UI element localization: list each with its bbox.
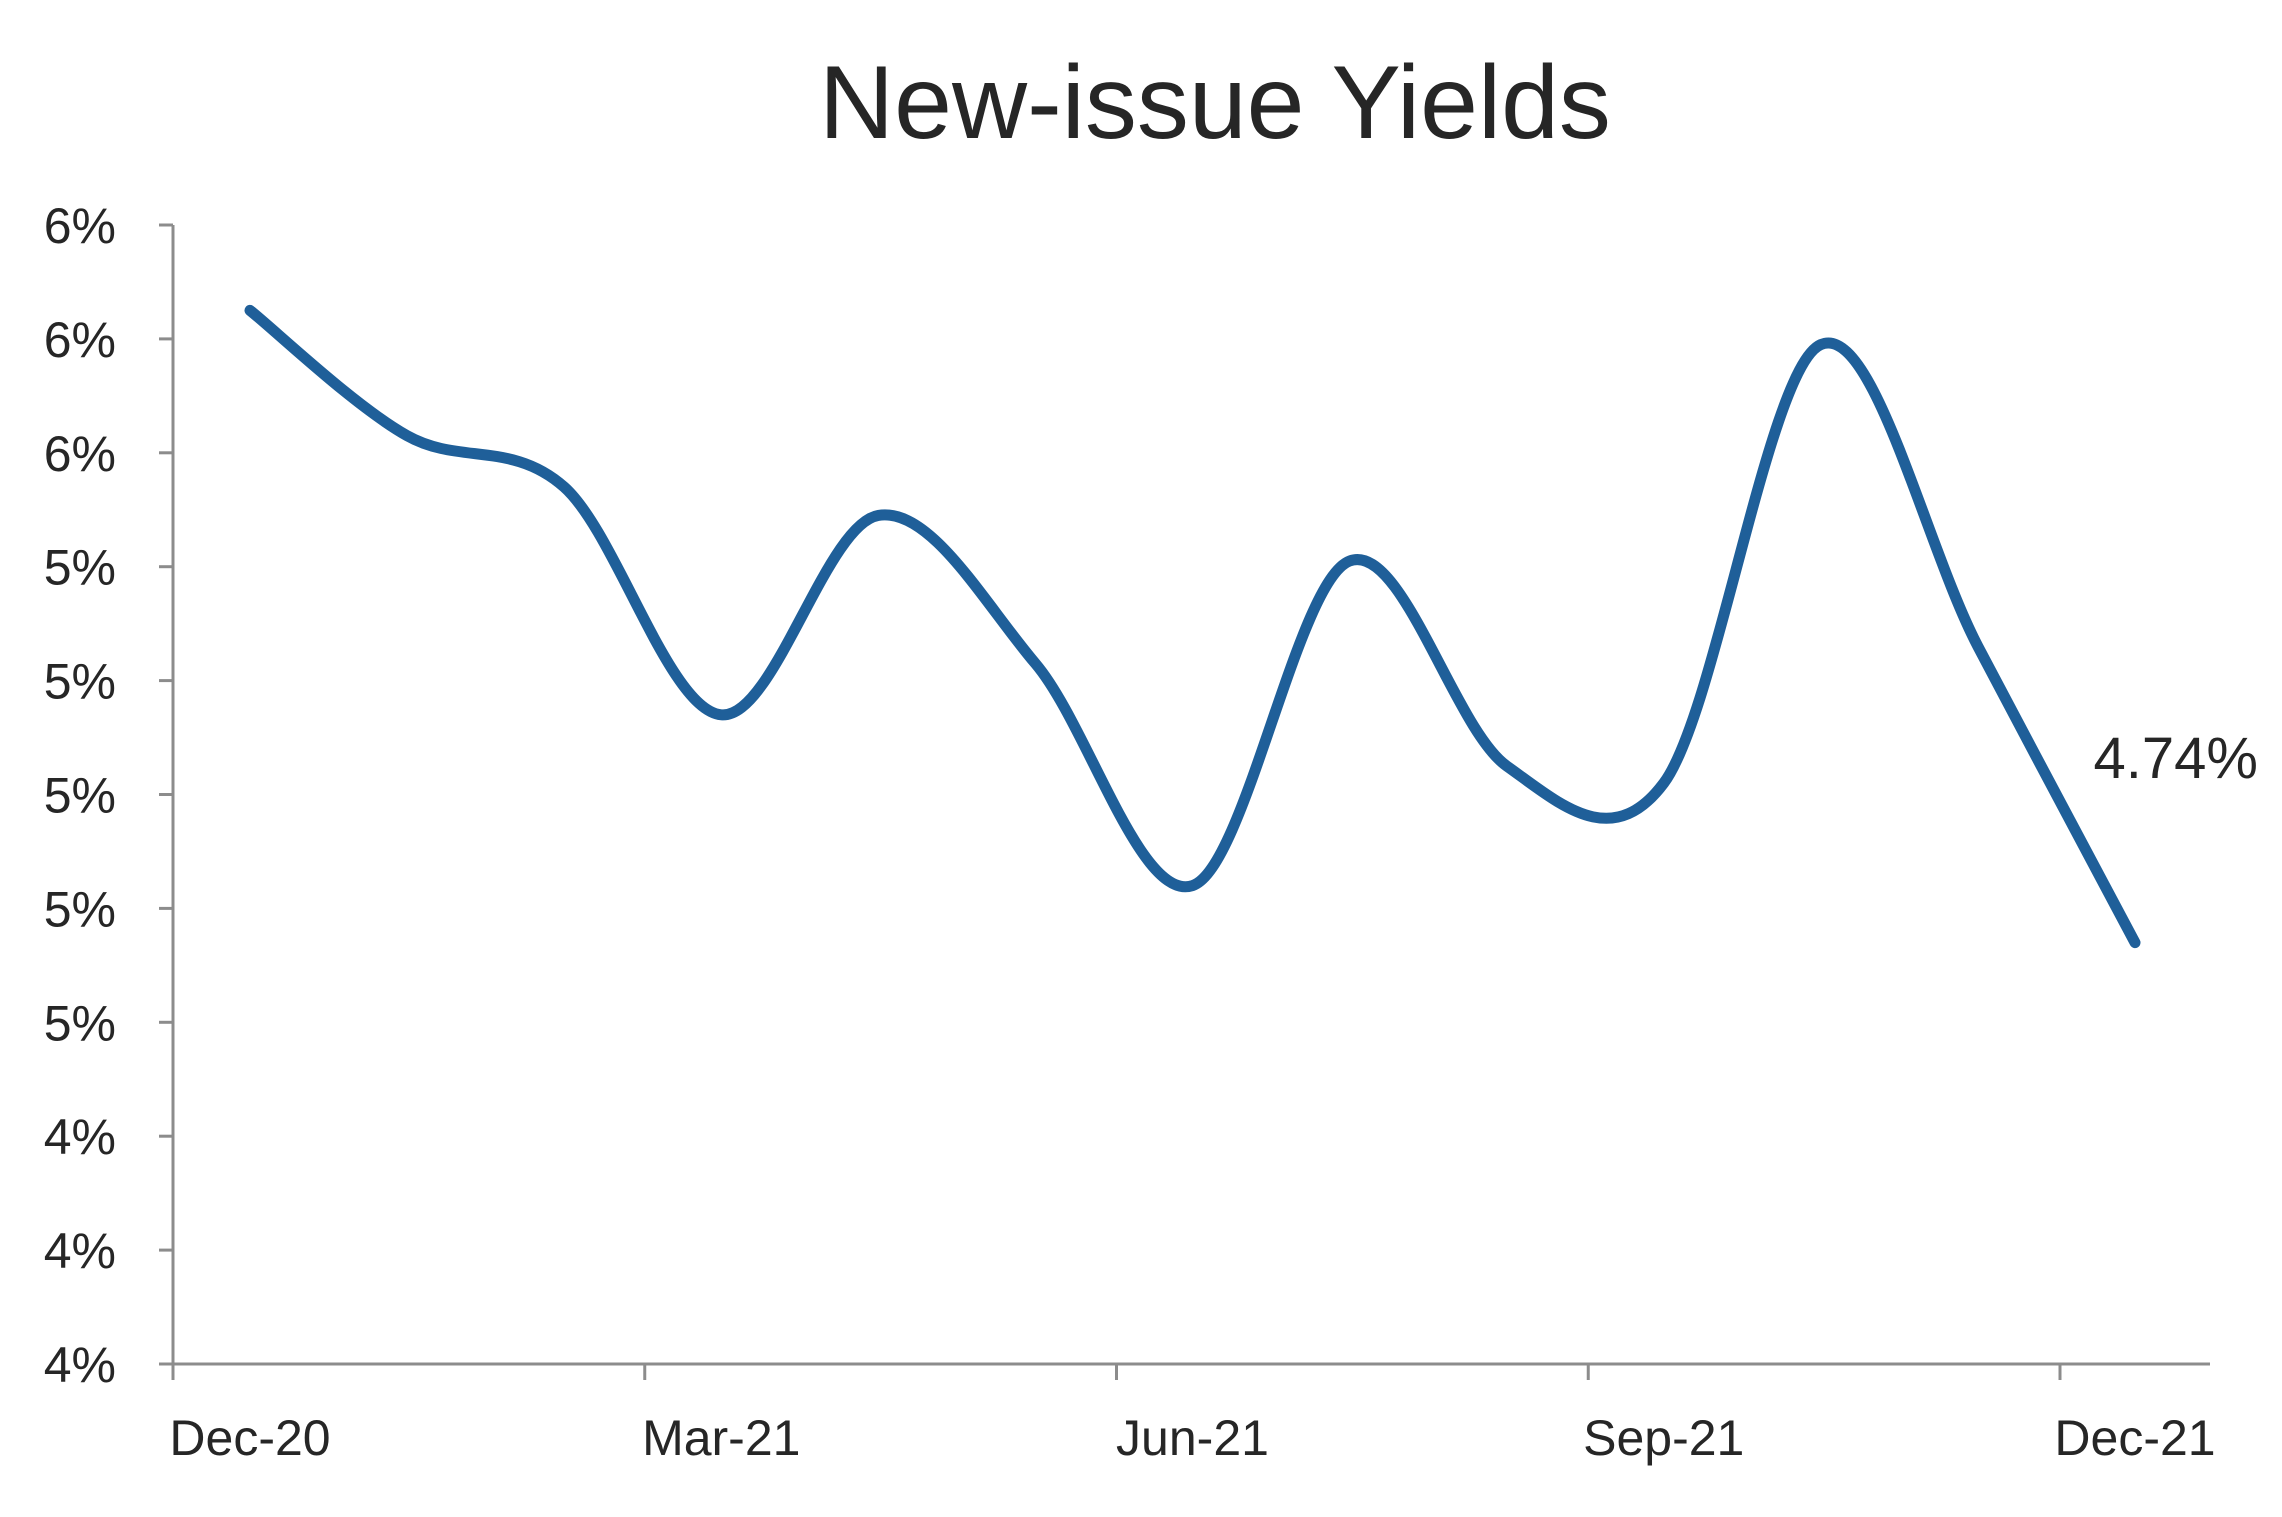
y-tick-label: 5%: [44, 540, 116, 596]
series-line: [244, 304, 2141, 949]
y-tick-label: 5%: [44, 768, 116, 824]
y-tick-label: 4%: [44, 1109, 116, 1165]
x-tick-label: Mar-21: [642, 1410, 800, 1466]
y-tick-label: 6%: [44, 198, 116, 254]
x-axis: Dec-20 Mar-21 Jun-21 Sep-21 Dec-21: [169, 1362, 2216, 1466]
series-group: [244, 304, 2141, 949]
chart-title: New-issue Yields: [819, 45, 1611, 161]
y-tick-label: 6%: [44, 426, 116, 482]
y-tick-label: 5%: [44, 995, 116, 1051]
data-label: 4.74%: [2094, 726, 2258, 791]
y-axis: 6% 6% 6% 5% 5% 5% 5% 5% 4% 4% 4%: [44, 198, 175, 1393]
y-tick-label: 5%: [44, 881, 116, 937]
y-tick-label: 4%: [44, 1223, 116, 1279]
y-tick-label: 6%: [44, 312, 116, 368]
x-tick-label: Dec-20: [169, 1410, 330, 1466]
y-tick-label: 4%: [44, 1337, 116, 1393]
x-tick-label: Jun-21: [1116, 1410, 1269, 1466]
x-tick-label: Dec-21: [2054, 1410, 2215, 1466]
annotation-group: 4.74%: [2094, 726, 2258, 791]
y-tick-label: 5%: [44, 654, 116, 710]
x-tick-label: Sep-21: [1583, 1410, 1744, 1466]
